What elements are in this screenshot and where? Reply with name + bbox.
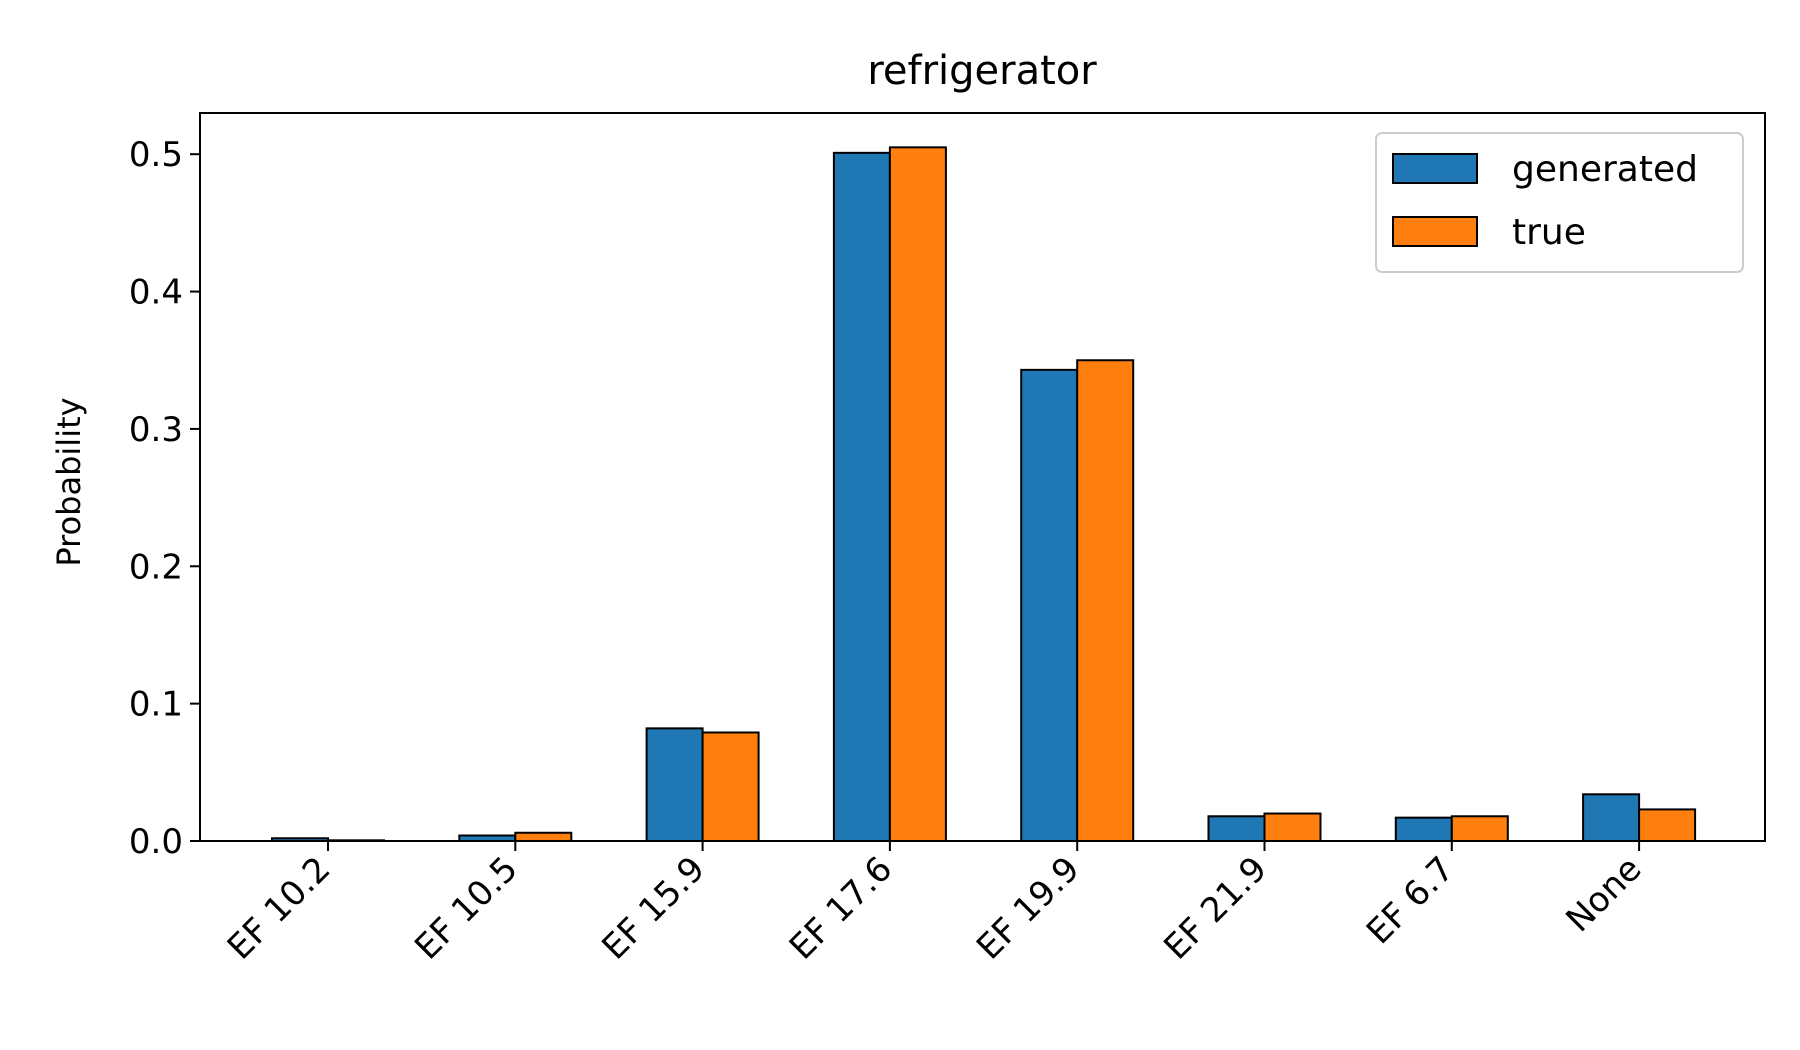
y-axis-title: Probability [50,397,88,566]
y-tick-label: 0.4 [129,273,183,313]
chart-title: refrigerator [867,48,1097,94]
legend-swatch-true [1392,216,1478,247]
bar-generated-none [1582,793,1641,842]
x-tick-label: EF 21.9 [1156,849,1274,967]
bar-true-ef-10-5 [514,831,573,842]
x-tick-label: EF 6.7 [1359,849,1462,952]
y-tick-label: 0.0 [129,822,183,862]
plot-frame [199,112,1766,842]
y-tick-label: 0.1 [129,685,183,725]
x-tick-label: EF 19.9 [969,849,1087,967]
bar-true-none [1638,808,1697,842]
legend: generated true [1375,132,1744,273]
bar-generated-ef-17-6 [832,151,891,842]
legend-label-generated: generated [1512,149,1698,190]
y-tick-label: 0.5 [129,135,183,175]
x-tick-label: EF 17.6 [782,849,900,967]
bar-generated-ef-19-9 [1020,368,1079,842]
legend-swatch-generated [1392,153,1478,184]
y-tick-label: 0.3 [129,410,183,450]
legend-label-true: true [1512,212,1586,253]
x-tick-label: EF 15.9 [594,849,712,967]
bar-true-ef-15-9 [701,731,760,843]
bar-true-ef-21-9 [1263,812,1322,843]
bar-generated-ef-6-7 [1394,816,1453,842]
y-tick-label: 0.2 [129,547,183,587]
x-tick-label: EF 10.2 [220,849,338,967]
bar-true-ef-17-6 [888,146,947,843]
x-tick-label: EF 10.5 [407,849,525,967]
bar-generated-ef-21-9 [1207,815,1266,842]
bar-generated-ef-15-9 [645,727,704,842]
bar-true-ef-6-7 [1450,815,1509,842]
bar-true-ef-19-9 [1076,359,1135,842]
bars-layer [271,146,1697,843]
x-tick-label: None [1558,849,1649,940]
